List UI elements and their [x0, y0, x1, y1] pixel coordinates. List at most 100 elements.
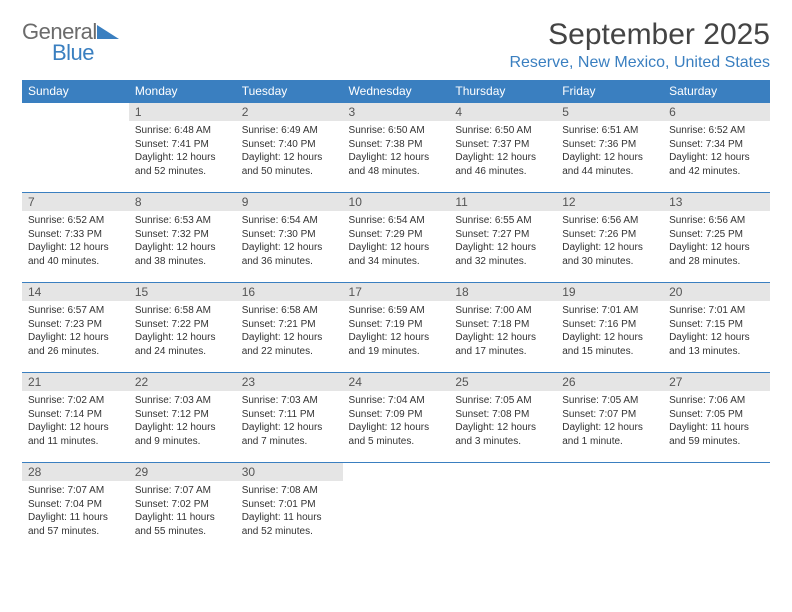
- daylight-text: Daylight: 12 hours and 34 minutes.: [349, 241, 444, 268]
- day-number: 22: [129, 372, 236, 391]
- calendar-cell: 17Sunrise: 6:59 AMSunset: 7:19 PMDayligh…: [343, 282, 450, 372]
- weekday-header: Monday: [129, 80, 236, 102]
- calendar-row: 14Sunrise: 6:57 AMSunset: 7:23 PMDayligh…: [22, 282, 770, 372]
- day-number: 23: [236, 372, 343, 391]
- daylight-text: Daylight: 12 hours and 24 minutes.: [135, 331, 230, 358]
- sunrise-text: Sunrise: 7:05 AM: [455, 394, 550, 408]
- calendar-table: Sunday Monday Tuesday Wednesday Thursday…: [22, 80, 770, 544]
- day-text: Sunrise: 7:02 AMSunset: 7:14 PMDaylight:…: [22, 391, 129, 454]
- calendar-cell: 9Sunrise: 6:54 AMSunset: 7:30 PMDaylight…: [236, 192, 343, 282]
- sunrise-text: Sunrise: 7:06 AM: [669, 394, 764, 408]
- day-number: 2: [236, 102, 343, 121]
- sunset-text: Sunset: 7:14 PM: [28, 408, 123, 422]
- weekday-header: Saturday: [663, 80, 770, 102]
- calendar-cell: 6Sunrise: 6:52 AMSunset: 7:34 PMDaylight…: [663, 102, 770, 192]
- sunset-text: Sunset: 7:23 PM: [28, 318, 123, 332]
- daylight-text: Daylight: 11 hours and 55 minutes.: [135, 511, 230, 538]
- sunset-text: Sunset: 7:30 PM: [242, 228, 337, 242]
- day-number: 12: [556, 192, 663, 211]
- sunset-text: Sunset: 7:15 PM: [669, 318, 764, 332]
- calendar-cell: 11Sunrise: 6:55 AMSunset: 7:27 PMDayligh…: [449, 192, 556, 282]
- daylight-text: Daylight: 11 hours and 52 minutes.: [242, 511, 337, 538]
- day-number: 28: [22, 462, 129, 481]
- day-text: Sunrise: 6:51 AMSunset: 7:36 PMDaylight:…: [556, 121, 663, 184]
- sunset-text: Sunset: 7:18 PM: [455, 318, 550, 332]
- sunset-text: Sunset: 7:36 PM: [562, 138, 657, 152]
- day-number: 16: [236, 282, 343, 301]
- calendar-cell: 12Sunrise: 6:56 AMSunset: 7:26 PMDayligh…: [556, 192, 663, 282]
- month-title: September 2025: [509, 18, 770, 52]
- sunset-text: Sunset: 7:27 PM: [455, 228, 550, 242]
- day-text: Sunrise: 6:57 AMSunset: 7:23 PMDaylight:…: [22, 301, 129, 364]
- sunset-text: Sunset: 7:01 PM: [242, 498, 337, 512]
- calendar-cell: 26Sunrise: 7:05 AMSunset: 7:07 PMDayligh…: [556, 372, 663, 462]
- day-number: 4: [449, 102, 556, 121]
- sunset-text: Sunset: 7:09 PM: [349, 408, 444, 422]
- sunset-text: Sunset: 7:07 PM: [562, 408, 657, 422]
- day-text: Sunrise: 6:49 AMSunset: 7:40 PMDaylight:…: [236, 121, 343, 184]
- weekday-header: Sunday: [22, 80, 129, 102]
- sunset-text: Sunset: 7:21 PM: [242, 318, 337, 332]
- sunrise-text: Sunrise: 7:01 AM: [562, 304, 657, 318]
- calendar-cell: 19Sunrise: 7:01 AMSunset: 7:16 PMDayligh…: [556, 282, 663, 372]
- sunrise-text: Sunrise: 7:07 AM: [28, 484, 123, 498]
- sunrise-text: Sunrise: 7:05 AM: [562, 394, 657, 408]
- day-text: Sunrise: 7:07 AMSunset: 7:04 PMDaylight:…: [22, 481, 129, 544]
- sunset-text: Sunset: 7:40 PM: [242, 138, 337, 152]
- sunrise-text: Sunrise: 6:49 AM: [242, 124, 337, 138]
- calendar-cell: 23Sunrise: 7:03 AMSunset: 7:11 PMDayligh…: [236, 372, 343, 462]
- day-text: Sunrise: 6:58 AMSunset: 7:21 PMDaylight:…: [236, 301, 343, 364]
- calendar-row: 1Sunrise: 6:48 AMSunset: 7:41 PMDaylight…: [22, 102, 770, 192]
- sunset-text: Sunset: 7:26 PM: [562, 228, 657, 242]
- day-number: [22, 102, 129, 119]
- daylight-text: Daylight: 12 hours and 32 minutes.: [455, 241, 550, 268]
- day-text: Sunrise: 6:50 AMSunset: 7:38 PMDaylight:…: [343, 121, 450, 184]
- sunrise-text: Sunrise: 6:56 AM: [562, 214, 657, 228]
- daylight-text: Daylight: 12 hours and 48 minutes.: [349, 151, 444, 178]
- day-text: Sunrise: 7:07 AMSunset: 7:02 PMDaylight:…: [129, 481, 236, 544]
- calendar-cell: 25Sunrise: 7:05 AMSunset: 7:08 PMDayligh…: [449, 372, 556, 462]
- day-number: [449, 462, 556, 479]
- header: General Blue September 2025 Reserve, New…: [22, 18, 770, 72]
- daylight-text: Daylight: 11 hours and 59 minutes.: [669, 421, 764, 448]
- sunset-text: Sunset: 7:05 PM: [669, 408, 764, 422]
- sunrise-text: Sunrise: 6:58 AM: [242, 304, 337, 318]
- daylight-text: Daylight: 12 hours and 38 minutes.: [135, 241, 230, 268]
- daylight-text: Daylight: 12 hours and 50 minutes.: [242, 151, 337, 178]
- sunset-text: Sunset: 7:32 PM: [135, 228, 230, 242]
- sunrise-text: Sunrise: 7:03 AM: [242, 394, 337, 408]
- calendar-cell: 8Sunrise: 6:53 AMSunset: 7:32 PMDaylight…: [129, 192, 236, 282]
- day-text: Sunrise: 7:05 AMSunset: 7:08 PMDaylight:…: [449, 391, 556, 454]
- calendar-cell: [663, 462, 770, 544]
- calendar-cell: 13Sunrise: 6:56 AMSunset: 7:25 PMDayligh…: [663, 192, 770, 282]
- day-text: Sunrise: 7:03 AMSunset: 7:12 PMDaylight:…: [129, 391, 236, 454]
- calendar-cell: 2Sunrise: 6:49 AMSunset: 7:40 PMDaylight…: [236, 102, 343, 192]
- day-text: Sunrise: 6:56 AMSunset: 7:26 PMDaylight:…: [556, 211, 663, 274]
- day-text: Sunrise: 7:05 AMSunset: 7:07 PMDaylight:…: [556, 391, 663, 454]
- sunrise-text: Sunrise: 7:00 AM: [455, 304, 550, 318]
- sunset-text: Sunset: 7:33 PM: [28, 228, 123, 242]
- sunrise-text: Sunrise: 6:50 AM: [349, 124, 444, 138]
- daylight-text: Daylight: 12 hours and 52 minutes.: [135, 151, 230, 178]
- calendar-cell: 29Sunrise: 7:07 AMSunset: 7:02 PMDayligh…: [129, 462, 236, 544]
- calendar-cell: 3Sunrise: 6:50 AMSunset: 7:38 PMDaylight…: [343, 102, 450, 192]
- calendar-cell: 28Sunrise: 7:07 AMSunset: 7:04 PMDayligh…: [22, 462, 129, 544]
- calendar-body: 1Sunrise: 6:48 AMSunset: 7:41 PMDaylight…: [22, 102, 770, 544]
- calendar-cell: 14Sunrise: 6:57 AMSunset: 7:23 PMDayligh…: [22, 282, 129, 372]
- day-text: Sunrise: 7:06 AMSunset: 7:05 PMDaylight:…: [663, 391, 770, 454]
- day-number: 9: [236, 192, 343, 211]
- sunset-text: Sunset: 7:34 PM: [669, 138, 764, 152]
- sunrise-text: Sunrise: 7:07 AM: [135, 484, 230, 498]
- calendar-cell: [22, 102, 129, 192]
- day-number: 5: [556, 102, 663, 121]
- location-text: Reserve, New Mexico, United States: [509, 54, 770, 72]
- daylight-text: Daylight: 11 hours and 57 minutes.: [28, 511, 123, 538]
- sunset-text: Sunset: 7:11 PM: [242, 408, 337, 422]
- day-number: 3: [343, 102, 450, 121]
- calendar-cell: 1Sunrise: 6:48 AMSunset: 7:41 PMDaylight…: [129, 102, 236, 192]
- day-number: 7: [22, 192, 129, 211]
- calendar-cell: 22Sunrise: 7:03 AMSunset: 7:12 PMDayligh…: [129, 372, 236, 462]
- calendar-row: 21Sunrise: 7:02 AMSunset: 7:14 PMDayligh…: [22, 372, 770, 462]
- sunset-text: Sunset: 7:08 PM: [455, 408, 550, 422]
- day-number: 15: [129, 282, 236, 301]
